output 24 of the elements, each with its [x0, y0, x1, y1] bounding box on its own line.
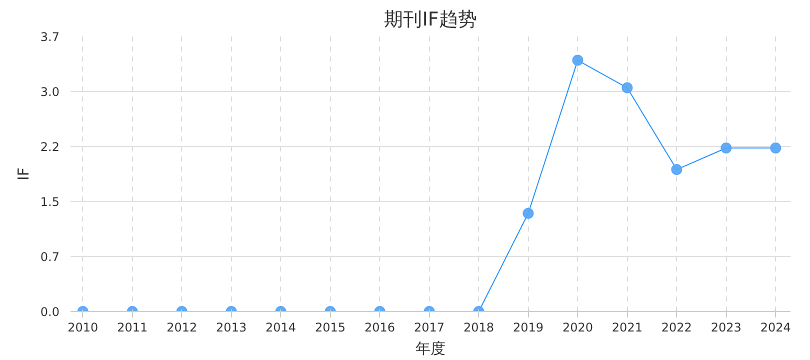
x-tick-label: 2023	[710, 320, 742, 334]
y-tick-label: 0.0	[40, 305, 60, 319]
x-tick-label: 2024	[760, 320, 791, 334]
x-tick-label: 2017	[414, 320, 445, 334]
x-tick-label: 2020	[562, 320, 593, 334]
x-tick-label: 2013	[216, 320, 247, 334]
x-tick-label: 2021	[612, 320, 642, 334]
chart-title: 期刊IF趋势	[384, 8, 477, 30]
x-tick-label: 2018	[463, 320, 494, 334]
y-tick-label: 0.7	[40, 250, 60, 264]
x-tick-label: 2016	[364, 320, 396, 334]
x-tick-label: 2015	[315, 320, 346, 334]
x-axis-title: 年度	[416, 340, 446, 358]
x-tick-label: 2011	[117, 320, 148, 334]
y-tick-label: 2.2	[40, 140, 60, 154]
x-tick-label: 2022	[661, 320, 692, 334]
y-tick-label: 1.5	[40, 195, 60, 209]
x-tick-label: 2014	[266, 320, 296, 334]
x-tick-label: 2019	[512, 320, 544, 334]
y-axis-title: IF	[14, 167, 32, 181]
y-tick-label: 3.0	[40, 85, 60, 99]
x-tick-label: 2010	[68, 320, 98, 334]
y-tick-label: 3.7	[40, 30, 60, 44]
x-tick-label: 2012	[166, 320, 198, 334]
